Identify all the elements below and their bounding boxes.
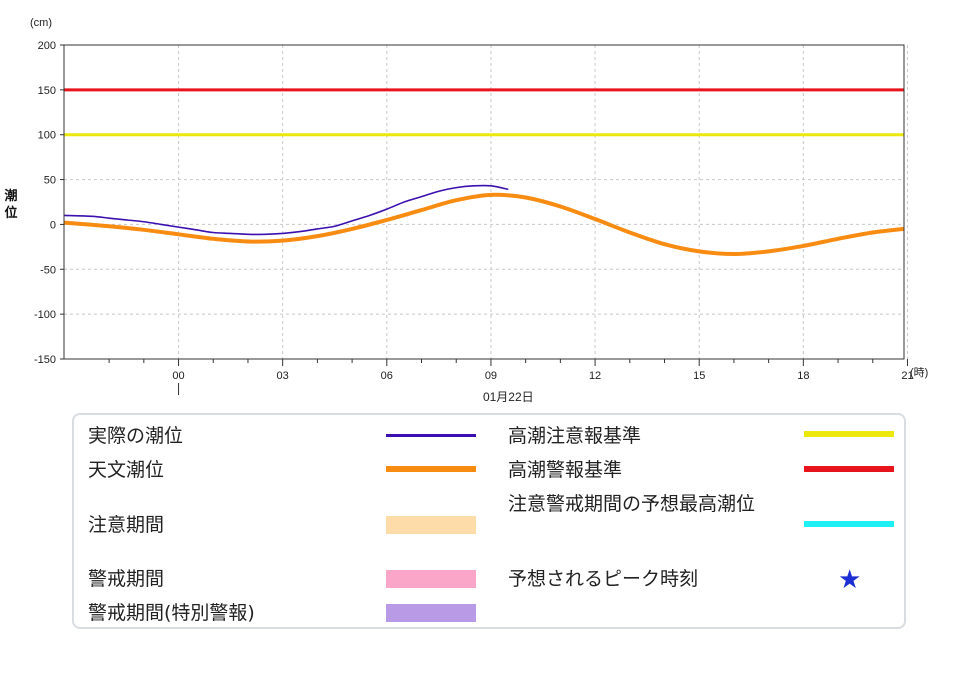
legend-swatch-actual-tide [386, 434, 476, 437]
legend-label-storm-surge-warning: 高潮警報基準 [508, 459, 623, 481]
y-tick-label: -100 [34, 309, 56, 321]
legend-label-storm-surge-advisory: 高潮注意報基準 [508, 425, 642, 447]
legend-label-special-warning-period: 警戒期間(特別警報) [88, 602, 255, 624]
legend-swatch-warning-period [386, 570, 476, 588]
series-actual-tide [63, 184, 509, 236]
x-tick-label: 21 [901, 370, 913, 382]
y-tick-label: 150 [38, 85, 56, 97]
legend-swatch-caution-period [386, 516, 476, 534]
legend-label-warning-period: 警戒期間 [88, 568, 165, 590]
legend-label-predicted-peak-time: 予想されるピーク時刻 [508, 568, 699, 590]
legend-swatch-storm-surge-warning [804, 466, 894, 472]
legend-swatch-storm-surge-advisory [804, 431, 894, 437]
y-tick-label: -150 [34, 354, 56, 366]
x-tick-label: 15 [693, 370, 705, 382]
legend-label-caution-period: 注意期間 [88, 514, 165, 536]
legend-label-predicted-max-tide: 注意警戒期間の予想最高潮位 [508, 493, 756, 515]
series-astronomical-tide [63, 192, 905, 257]
legend: 実際の潮位 天文潮位 注意期間 警戒期間 警戒期間(特別警報) 高潮注意報基準 … [72, 413, 906, 629]
plot-area [64, 45, 904, 359]
x-tick-label: 18 [797, 370, 809, 382]
y-axis-label: 潮位 [4, 188, 17, 221]
x-axis-label: 01月22日 [483, 390, 534, 404]
legend-swatch-astronomical-tide [386, 466, 476, 472]
x-tick-label: 12 [589, 370, 601, 382]
legend-label-actual-tide: 実際の潮位 [88, 425, 184, 447]
legend-swatch-special-warning-period [386, 604, 476, 622]
x-tick-label: 06 [381, 370, 393, 382]
x-unit-label: (時) [910, 366, 928, 379]
legend-label-astronomical-tide: 天文潮位 [88, 459, 165, 481]
y-unit-label: (cm) [30, 17, 52, 29]
plot-frame [63, 44, 905, 360]
y-tick-label: 200 [38, 40, 56, 52]
y-tick-label: -50 [40, 264, 56, 276]
y-tick-label: 0 [50, 219, 56, 231]
y-tick-label: 100 [38, 130, 56, 142]
y-tick-label: 50 [44, 175, 56, 187]
x-tick-label: 00 [172, 370, 184, 382]
x-tick-label: 03 [277, 370, 289, 382]
x-tick-label: 09 [485, 370, 497, 382]
legend-swatch-predicted-max-tide [804, 521, 894, 527]
star-icon: ★ [838, 565, 862, 595]
